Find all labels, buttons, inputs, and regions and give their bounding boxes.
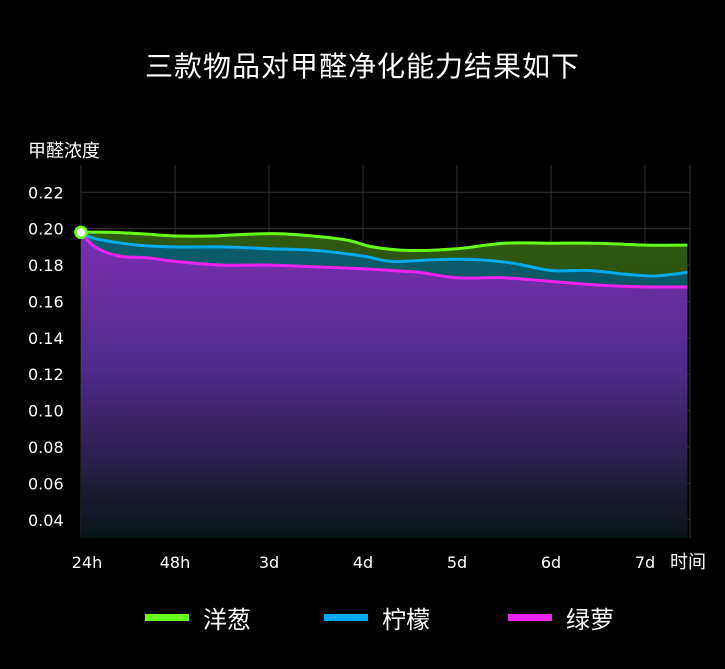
series-line-onion: [80, 230, 688, 253]
series-line-lemon: [80, 232, 688, 278]
legend-swatch-onion: [145, 614, 189, 621]
chart-title: 三款物品对甲醛净化能力结果如下: [144, 50, 580, 83]
legend-swatch-lemon: [324, 614, 368, 621]
y-tick-label: 0.04: [28, 511, 64, 530]
legend: 洋葱 柠檬 绿萝: [0, 600, 725, 640]
y-tick-label: 0.18: [28, 256, 64, 275]
legend-swatch-pothos: [508, 614, 552, 621]
series-line-pothos: [79, 231, 688, 289]
start-point-marker: [74, 225, 88, 240]
legend-item-onion: 洋葱: [145, 600, 251, 635]
y-tick-label: 0.20: [28, 220, 64, 239]
y-tick-label: 0.16: [28, 292, 64, 311]
y-tick-label: 0.08: [28, 438, 64, 457]
x-axis-label: 时间: [670, 552, 706, 573]
x-tick-label: 3d: [259, 553, 279, 572]
y-tick-label: 0.10: [28, 402, 64, 421]
legend-label-lemon: 柠檬: [382, 606, 430, 634]
x-tick-label: 4d: [353, 553, 373, 572]
x-tick-label: 24h: [72, 553, 103, 572]
x-tick-label: 5d: [447, 553, 467, 572]
area-chart: 0.04 0.06 0.08 0.10 0.12 0.14 0.16 0.18 0.20 0.22…: [28, 165, 706, 573]
y-tick-label: 0.06: [28, 474, 64, 493]
x-tick-label: 6d: [541, 553, 561, 572]
y-tick-label: 0.12: [28, 365, 64, 384]
y-tick-label: 0.22: [28, 183, 64, 202]
y-axis-label: 甲醛浓度: [28, 141, 100, 162]
legend-label-onion: 洋葱: [203, 606, 251, 634]
y-tick-label: 0.14: [28, 329, 64, 348]
x-tick-label: 48h: [160, 553, 191, 572]
legend-label-pothos: 绿萝: [566, 606, 614, 634]
x-tick-label: 7d: [635, 553, 655, 572]
area-pothos: [81, 232, 688, 539]
legend-item-pothos: 绿萝: [508, 600, 614, 635]
legend-item-lemon: 柠檬: [324, 600, 430, 635]
